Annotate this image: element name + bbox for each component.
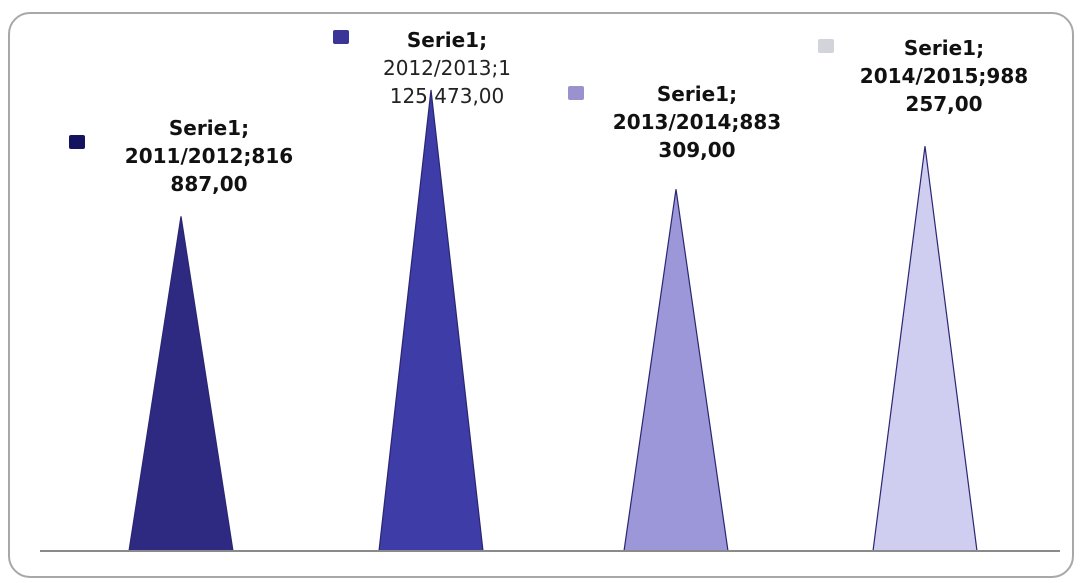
data-label-2013-2014-line-1: Serie1; [656, 82, 738, 106]
legend-swatch-2014-2015 [818, 39, 834, 53]
data-label-2013-2014: Serie1; 2013/2014;883 309,00 [592, 80, 802, 164]
bar-2012-2013 [378, 89, 484, 552]
data-label-2012-2013-line-3: 125 473,00 [389, 84, 505, 108]
data-label-2012-2013-line-1: Serie1; [406, 28, 488, 52]
data-label-2011-2012-line-3: 887,00 [170, 172, 248, 196]
legend-swatch-2012-2013 [333, 30, 349, 44]
data-label-2014-2015: Serie1; 2014/2015;988 257,00 [839, 34, 1049, 118]
bar-2011-2012 [128, 216, 234, 552]
legend-swatch-2013-2014 [568, 86, 584, 100]
bar-2013-2014 [623, 189, 729, 552]
data-label-2011-2012-line-2: 2011/2012;816 [124, 144, 294, 168]
data-label-2014-2015-line-1: Serie1; [903, 36, 985, 60]
data-label-2011-2012: Serie1; 2011/2012;816 887,00 [94, 114, 324, 198]
data-label-2013-2014-line-2: 2013/2014;883 [612, 110, 782, 134]
data-label-2011-2012-line-1: Serie1; [168, 116, 250, 140]
chart-plot-area [40, 89, 1060, 552]
data-label-2012-2013: Serie1; 2012/2013;1 125 473,00 [362, 26, 532, 110]
data-label-2014-2015-line-3: 257,00 [905, 92, 983, 116]
bar-2014-2015 [872, 146, 978, 552]
chart-frame: Serie1; 2011/2012;816 887,00 Serie1; 201… [8, 12, 1074, 578]
data-label-2014-2015-line-2: 2014/2015;988 [859, 64, 1029, 88]
data-label-2013-2014-line-3: 309,00 [658, 138, 736, 162]
data-label-2012-2013-line-2: 2012/2013;1 [383, 56, 511, 80]
legend-swatch-2011-2012 [69, 135, 85, 149]
